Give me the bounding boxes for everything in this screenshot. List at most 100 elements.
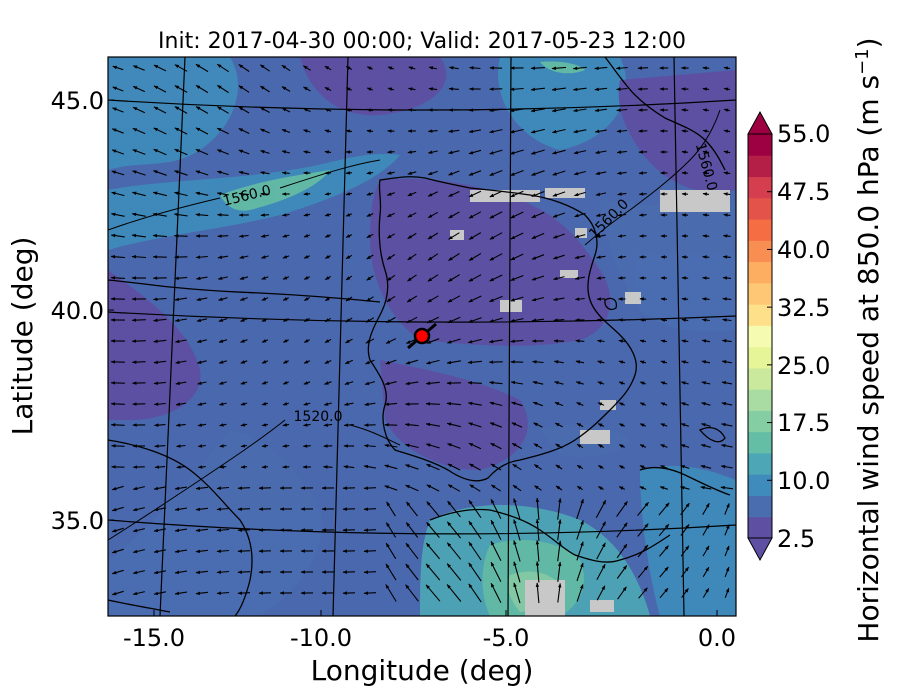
wind-arrow [489,169,503,177]
wind-arrow [196,318,208,322]
wind-arrow [597,360,605,364]
wind-arrow [175,402,186,406]
height-contours [108,109,721,541]
wind-arrow [260,85,270,93]
wind-arrow [468,274,482,282]
wind-arrow [176,444,186,448]
colorbar-segment [748,325,772,348]
wind-arrow [386,233,395,239]
wind-arrow [219,444,227,448]
wind-arrow [407,212,417,218]
wind-arrow [387,150,395,154]
wind-arrow [448,170,460,176]
wind-arrow [681,360,689,364]
wind-arrow [261,444,269,448]
wind-arrow [637,544,649,558]
wind-arrow [467,338,482,344]
wind-arrow [425,422,440,427]
wind-arrow [131,318,146,322]
wind-arrow [110,254,125,259]
wind-arrow [363,591,377,595]
wind-arrow [553,276,565,281]
wind-arrow [131,191,146,197]
wind-arrow [303,65,311,71]
wind-arrow [722,297,732,301]
wind-arrow [552,254,565,260]
wind-arrow [240,465,248,469]
wind-arrow [447,443,461,449]
wind-arrow [111,485,124,491]
wind-arrow [531,275,545,281]
wind-arrow [404,422,419,427]
wind-arrow [282,255,290,259]
wind-arrow [723,213,731,217]
wind-arrow [535,518,540,541]
wind-arrow [216,170,229,176]
wind-arrow [490,442,502,450]
wind-arrow [324,192,332,196]
wind-arrow [425,381,440,386]
wind-arrow [468,190,482,198]
wind-arrow [216,507,230,511]
wind-arrow [681,129,689,133]
colorbar-segment [748,346,772,369]
wind-arrow [366,254,374,260]
wind-arrow [195,191,209,196]
y-axis: 45.0 40.0 35.0 Latitude (deg) [6,87,114,535]
wind-arrow [153,402,166,406]
wind-arrow [196,276,208,280]
wind-arrow [384,443,398,448]
wind-arrow [700,485,712,490]
wind-arrow [531,254,545,260]
wind-arrow [152,212,167,217]
wind-arrow [427,150,438,154]
wind-arrow [153,381,166,385]
wind-arrow [447,316,461,324]
wind-arrow [447,484,461,492]
colorbar-segment [748,410,772,433]
wind-arrow [618,465,625,469]
wind-arrow [237,528,251,532]
wind-arrow [509,87,524,91]
x-axis: -15.0 -10.0 -5.0 0.0 Longitude (deg) [123,610,736,687]
colorbar-segment [748,389,772,411]
wind-arrow [303,129,311,133]
wind-arrow [345,87,353,91]
wind-arrow [132,591,145,596]
wind-arrow [702,108,710,112]
wind-arrow [489,108,503,113]
wind-arrow [216,591,230,595]
wind-arrow [574,276,585,280]
wind-arrow [533,422,543,428]
wind-arrow [659,545,669,557]
wind-arrow [197,402,207,406]
wind-arrow [386,274,396,282]
wind-arrow [681,339,689,343]
wind-arrow [532,401,543,407]
wind-arrow [639,444,647,448]
wind-arrow [425,443,440,449]
wind-arrow [175,423,186,427]
wind-arrow [532,360,544,364]
wind-arrow [240,423,248,427]
x-axis-label: Longitude (deg) [311,654,534,687]
wind-arrow [240,444,248,448]
wind-arrow [618,318,626,322]
wind-arrow [260,213,270,217]
wind-arrow [238,64,250,72]
wind-arrow [489,380,503,385]
wind-arrow [366,275,374,281]
wind-arrow [153,106,167,114]
wind-arrow [303,381,311,385]
wind-arrow [468,422,482,428]
wind-arrow [700,423,711,427]
wind-arrow [173,234,188,238]
wind-arrow [345,108,353,112]
colorbar-label-close: ) [852,37,885,48]
wind-arrow [217,234,229,238]
wind-arrow [596,276,606,280]
wind-arrow [366,296,374,302]
contour-label-1520: 1520.0 [294,409,343,425]
wind-arrow [427,211,439,219]
wind-arrow [281,107,291,113]
